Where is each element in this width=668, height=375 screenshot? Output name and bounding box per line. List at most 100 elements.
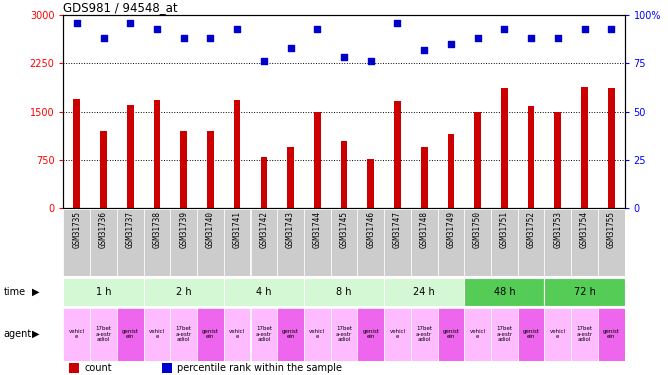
Point <box>606 26 617 32</box>
Bar <box>571 209 598 276</box>
Text: 48 h: 48 h <box>494 286 515 297</box>
Bar <box>331 209 357 276</box>
Point <box>552 35 563 41</box>
Text: 17bet
a-estr
adiol: 17bet a-estr adiol <box>96 326 112 342</box>
Text: time: time <box>3 286 25 297</box>
Point <box>499 26 510 32</box>
Text: genist
ein: genist ein <box>122 329 139 339</box>
Text: genist
ein: genist ein <box>603 329 620 339</box>
Text: genist
ein: genist ein <box>202 329 219 339</box>
Point <box>98 35 109 41</box>
Text: 17bet
a-estr
adiol: 17bet a-estr adiol <box>496 326 512 342</box>
Text: genist
ein: genist ein <box>522 329 540 339</box>
Bar <box>234 100 240 208</box>
Bar <box>554 112 561 208</box>
Text: 4 h: 4 h <box>256 286 272 297</box>
Bar <box>144 308 170 361</box>
Text: GSM31743: GSM31743 <box>286 211 295 248</box>
Bar <box>304 278 384 306</box>
Text: 17bet
a-estr
adiol: 17bet a-estr adiol <box>576 326 593 342</box>
Bar <box>69 363 79 373</box>
Text: 24 h: 24 h <box>413 286 435 297</box>
Bar <box>170 308 197 361</box>
Text: vehicl
e: vehicl e <box>470 329 486 339</box>
Bar <box>331 308 357 361</box>
Bar <box>250 209 277 276</box>
Bar <box>411 308 438 361</box>
Text: GSM31744: GSM31744 <box>313 211 322 248</box>
Bar <box>438 209 464 276</box>
Bar <box>544 308 571 361</box>
Bar <box>90 308 117 361</box>
Bar <box>224 209 250 276</box>
Bar <box>117 209 144 276</box>
Bar <box>438 308 464 361</box>
Bar <box>491 209 518 276</box>
Text: 17bet
a-estr
adiol: 17bet a-estr adiol <box>336 326 352 342</box>
Text: GSM31753: GSM31753 <box>553 211 562 248</box>
Point <box>339 54 349 60</box>
Point <box>526 35 536 41</box>
Text: vehicl
e: vehicl e <box>69 329 85 339</box>
Text: GSM31755: GSM31755 <box>607 211 616 248</box>
Point <box>285 45 296 51</box>
Bar <box>63 278 144 306</box>
Bar <box>411 209 438 276</box>
Bar <box>144 278 224 306</box>
Text: GSM31742: GSM31742 <box>259 211 269 248</box>
Text: 17bet
a-estr
adiol: 17bet a-estr adiol <box>256 326 272 342</box>
Bar <box>277 308 304 361</box>
Text: vehicl
e: vehicl e <box>550 329 566 339</box>
Point <box>446 41 456 47</box>
Bar <box>357 209 384 276</box>
Bar <box>250 308 277 361</box>
Text: GSM31748: GSM31748 <box>420 211 429 248</box>
Bar <box>304 209 331 276</box>
Text: 8 h: 8 h <box>336 286 352 297</box>
Bar <box>63 308 90 361</box>
Bar <box>608 88 615 208</box>
Text: GSM31749: GSM31749 <box>446 211 456 248</box>
Bar <box>90 209 117 276</box>
Bar <box>544 209 571 276</box>
Text: count: count <box>85 363 112 373</box>
Text: genist
ein: genist ein <box>282 329 299 339</box>
Text: 72 h: 72 h <box>574 286 595 297</box>
Point <box>472 35 483 41</box>
Text: GSM31736: GSM31736 <box>99 211 108 248</box>
Bar <box>581 87 588 208</box>
Point <box>232 26 242 32</box>
Text: ▶: ▶ <box>32 286 40 297</box>
Bar <box>207 131 214 208</box>
Bar <box>384 308 411 361</box>
Point <box>579 26 590 32</box>
Text: GSM31746: GSM31746 <box>366 211 375 248</box>
Text: GSM31752: GSM31752 <box>526 211 536 248</box>
Text: genist
ein: genist ein <box>442 329 460 339</box>
Text: GSM31738: GSM31738 <box>152 211 162 248</box>
Text: genist
ein: genist ein <box>362 329 379 339</box>
Point <box>125 20 136 26</box>
Bar <box>117 308 144 361</box>
Bar <box>598 209 625 276</box>
Bar <box>277 209 304 276</box>
Text: vehicl
e: vehicl e <box>389 329 405 339</box>
Text: GSM31754: GSM31754 <box>580 211 589 248</box>
Text: vehicl
e: vehicl e <box>229 329 245 339</box>
Point <box>152 26 162 32</box>
Bar <box>180 131 187 208</box>
Bar <box>464 278 544 306</box>
Bar <box>448 134 454 208</box>
Bar <box>197 209 224 276</box>
Bar <box>464 209 491 276</box>
Point <box>205 35 216 41</box>
Point <box>312 26 323 32</box>
Text: GSM31741: GSM31741 <box>232 211 242 248</box>
Text: percentile rank within the sample: percentile rank within the sample <box>177 363 342 373</box>
Text: 17bet
a-estr
adiol: 17bet a-estr adiol <box>176 326 192 342</box>
Bar <box>63 209 90 276</box>
Bar <box>518 209 544 276</box>
Bar <box>518 308 544 361</box>
Bar <box>357 308 384 361</box>
Text: agent: agent <box>3 329 31 339</box>
